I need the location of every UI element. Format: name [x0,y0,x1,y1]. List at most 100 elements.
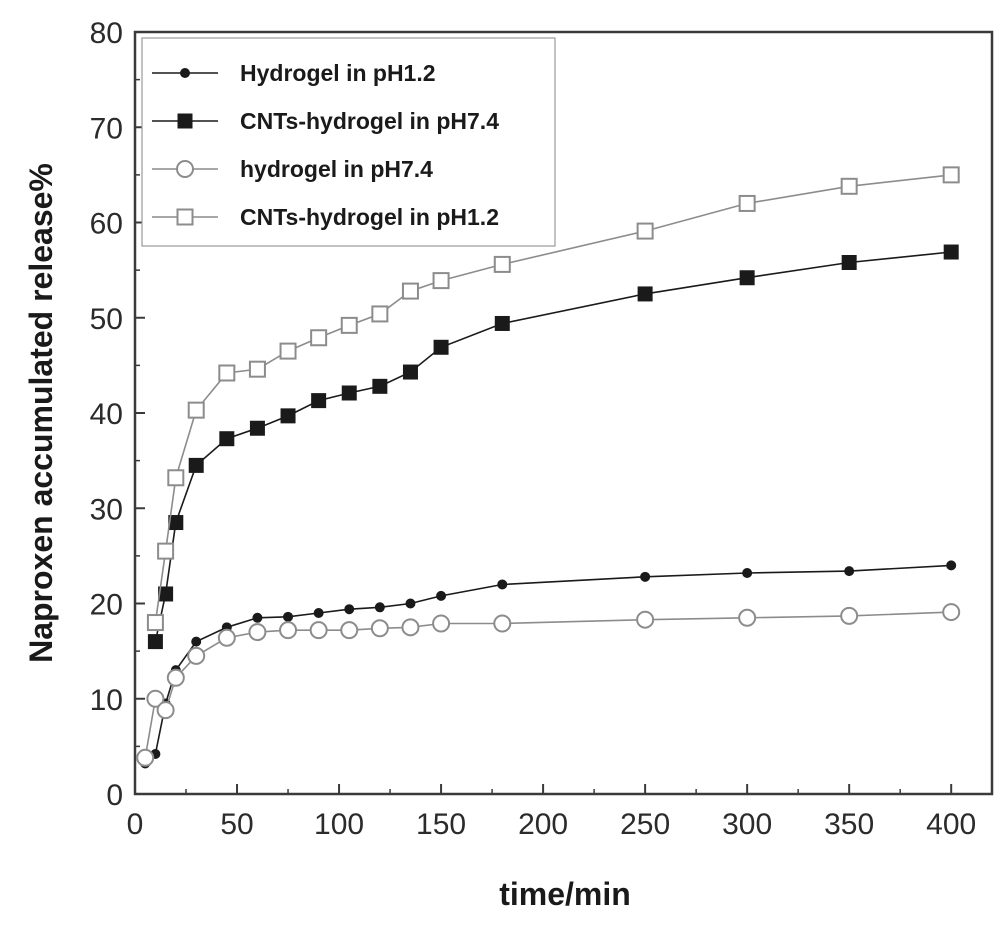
data-point [176,160,194,178]
data-point [738,608,757,627]
data-point [283,611,294,622]
data-point [188,457,204,473]
data-point [493,614,512,633]
data-point [841,255,857,271]
series-1 [140,560,957,769]
data-point [636,610,655,629]
data-point [180,68,190,78]
data-point [372,378,388,394]
data-point [248,360,266,378]
data-point [840,606,859,625]
data-point [943,244,959,260]
data-point [739,270,755,286]
legend-label: hydrogel in pH7.4 [240,156,433,182]
x-tick-label: 0 [127,808,144,841]
series-2 [147,244,959,650]
series-layer [136,166,961,769]
data-point [640,571,651,582]
data-point [177,113,193,129]
data-point [497,579,508,590]
y-tick-label: 40 [90,398,123,431]
x-tick-label: 400 [926,808,976,841]
data-point [494,315,510,331]
data-point [340,316,358,334]
data-point [309,621,328,640]
legend-label: CNTs-hydrogel in pH7.4 [240,108,499,134]
data-point [217,628,236,647]
y-tick-label: 0 [106,779,123,812]
data-point [402,364,418,380]
series-4 [146,166,960,632]
data-point [432,614,451,633]
x-tick-label: 250 [620,808,670,841]
data-point [191,636,202,647]
data-point [340,621,359,640]
x-tick-label: 300 [722,808,772,841]
y-tick-label: 10 [90,684,123,717]
data-point [374,602,385,613]
data-point [942,603,961,622]
data-point [738,194,756,212]
data-point [405,598,416,609]
data-point [166,668,185,687]
data-point [401,282,419,300]
y-tick-label: 30 [90,493,123,526]
data-point [146,614,164,632]
x-tick-label: 150 [416,808,466,841]
data-point [218,364,236,382]
data-point [370,619,389,638]
x-tick-label: 100 [314,808,364,841]
data-point [840,177,858,195]
y-tick-label: 60 [90,208,123,241]
data-point [167,469,185,487]
data-point [344,604,355,615]
data-point [310,329,328,347]
data-point [187,646,206,665]
legend-label: CNTs-hydrogel in pH1.2 [240,204,499,230]
data-point [401,618,420,637]
y-tick-label: 20 [90,589,123,622]
y-tick-label: 70 [90,112,123,145]
series-line [144,564,952,765]
y-tick-label: 50 [90,303,123,336]
series-3 [136,603,961,767]
data-point [637,286,653,302]
axis-ticks: 0 50 100 150 200 250 300 350 400 0 10 20 30 40 50 60 70 8… [90,17,977,841]
x-tick-label: 50 [220,808,253,841]
data-point [636,222,654,240]
data-point [136,748,155,767]
data-point [147,634,163,650]
x-tick-label: 350 [824,808,874,841]
data-point [252,612,263,623]
data-point [311,393,327,409]
y-tick-label: 80 [90,17,123,50]
data-point [742,568,753,579]
data-point [279,342,297,360]
data-point [432,272,450,290]
data-point [493,255,511,273]
data-point [219,431,235,447]
series-line [154,251,952,642]
data-point [158,586,174,602]
data-point [313,608,324,619]
data-point [187,401,205,419]
data-point [146,689,165,708]
y-axis-title: Naproxen accumulated release% [23,163,59,663]
data-point [157,542,175,560]
data-point [341,385,357,401]
data-point [946,560,957,571]
data-point [176,208,194,226]
x-axis-title: time/min [499,876,631,912]
data-point [248,623,267,642]
data-point [436,590,447,601]
data-point [280,408,296,424]
data-point [249,420,265,436]
data-point [371,305,389,323]
data-point [279,621,298,640]
x-tick-label: 200 [518,808,568,841]
legend-label: Hydrogel in pH1.2 [240,60,436,86]
legend: Hydrogel in pH1.2 CNTs-hydrogel in pH7.4 h… [141,37,556,247]
data-point [844,566,855,577]
data-point [942,166,960,184]
